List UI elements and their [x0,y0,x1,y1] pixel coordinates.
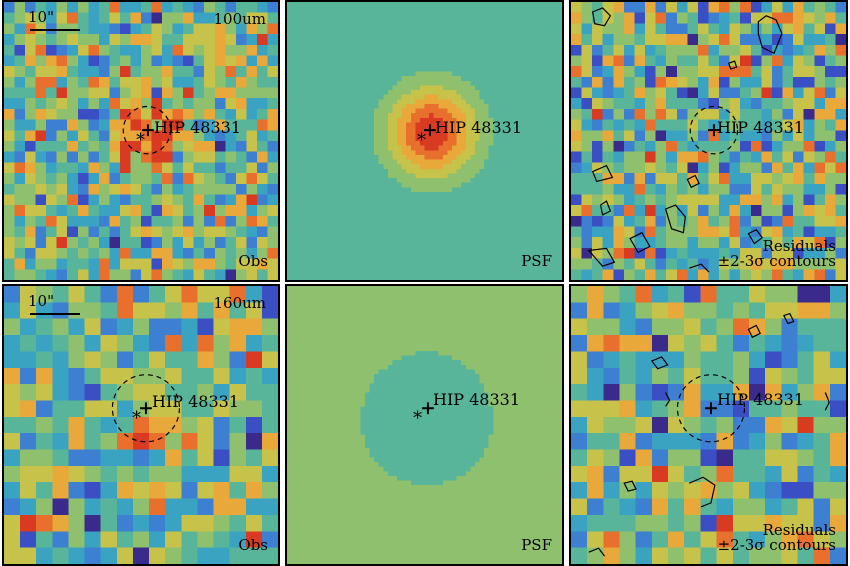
contour-lines [587,7,783,273]
obs-map-100um [4,2,278,280]
source-markers: * [111,374,181,443]
scale-bar-label: 10" [28,292,54,310]
contours-label: ±2-3σ contours [717,252,836,271]
target-label: HIP 48331 [154,118,242,137]
residual-map-100um [571,2,846,280]
scale-bar [30,29,80,31]
cross-marker [422,402,434,415]
source-markers: * [413,402,434,429]
star-marker: * [132,409,141,429]
obs-panel-160um: * 10" 160um HIP 48331 Obs [2,284,280,566]
scale-bar [30,313,80,315]
psf-map-160um [287,286,562,564]
panel-corner-label: Residuals ±2-3σ contours [717,520,836,555]
panel-corner-label: PSF [521,536,552,555]
obs-map-160um [4,286,278,564]
contours-label: ±2-3σ contours [717,536,836,555]
target-label: HIP 48331 [433,390,521,409]
aperture-circle [689,105,739,155]
target-label: HIP 48331 [435,118,523,137]
target-label: HIP 48331 [717,390,805,409]
star-marker: * [136,131,145,151]
contour-overlay [587,7,783,273]
panel-corner-label: Residuals ±2-3σ contours [717,236,836,271]
residuals-panel-160um: HIP 48331 Residuals ±2-3σ contours [569,284,848,566]
source-markers: * [417,124,436,151]
psf-map-100um [287,2,562,280]
aperture-circle [122,105,172,155]
cross-marker [705,402,717,415]
source-markers: * [122,105,172,155]
residuals-label: Residuals [762,236,836,255]
cross-marker [140,402,152,415]
psf-panel-100um: * HIP 48331 PSF [285,0,564,282]
panel-corner-label: Obs [238,252,268,271]
cross-marker [708,124,720,137]
psf-panel-160um: * HIP 48331 PSF [285,284,564,566]
panel-corner-label: Obs [238,536,268,555]
residuals-panel-100um: HIP 48331 Residuals ±2-3σ contours [569,0,848,282]
star-marker: * [413,409,422,429]
contour-lines [588,312,830,557]
cross-marker [141,124,154,137]
residual-map-160um [571,286,846,564]
band-label: 160um [213,294,266,312]
panel-corner-label: PSF [521,252,552,271]
band-label: 100um [213,10,266,28]
contour-overlay [588,312,830,557]
cross-marker [424,124,436,137]
obs-panel-100um: * 10" 100um HIP 48331 Obs [2,0,280,282]
scale-bar-label: 10" [28,8,54,26]
residuals-label: Residuals [762,520,836,539]
star-marker: * [417,131,426,151]
target-label: HIP 48331 [717,118,805,137]
target-label: HIP 48331 [152,392,240,411]
